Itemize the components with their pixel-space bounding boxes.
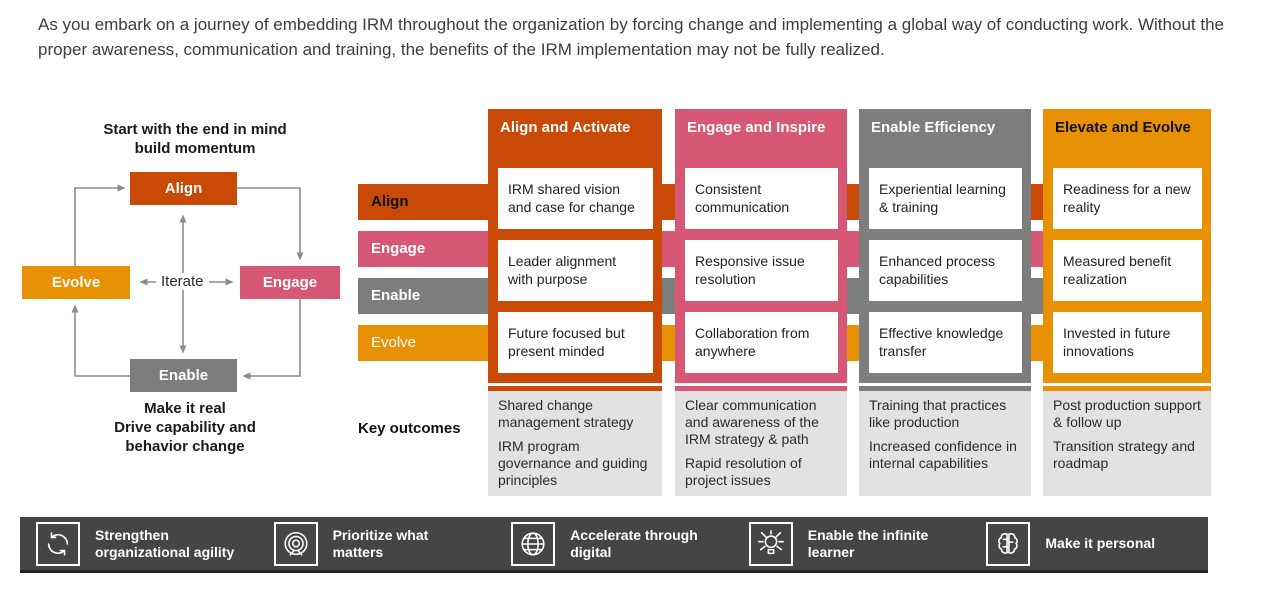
- footer-item-label: Prioritize what matters: [332, 526, 429, 560]
- outcome-item: Increased confidence in internal capabil…: [869, 438, 1017, 471]
- cycle-node-evolve: Evolve: [22, 266, 130, 299]
- key-outcomes-label: Key outcomes: [358, 420, 461, 437]
- cycle-node-enable: Enable: [130, 359, 237, 392]
- key-outcomes-box: Clear communication and awareness of the…: [675, 386, 847, 496]
- cycle-node-align: Align: [130, 172, 237, 205]
- globe-icon: [511, 521, 556, 566]
- column-header: Align and Activate: [500, 119, 631, 136]
- footer-item: Enable the infinite learner: [733, 521, 971, 566]
- column-align-activate: Align and Activate IRM shared vision and…: [488, 109, 662, 383]
- stage-card: Experiential learning & training: [869, 168, 1022, 229]
- column-header: Enable Efficiency: [871, 119, 996, 136]
- brain-icon: [986, 521, 1031, 566]
- outcome-item: Post production support & follow up: [1053, 397, 1201, 430]
- outcome-item: Rapid resolution of project issues: [685, 455, 802, 488]
- outcome-item: Training that practices like production: [869, 397, 1007, 430]
- column-header: Engage and Inspire: [687, 119, 826, 136]
- footer-item-label: Strengthen organizational agility: [95, 526, 235, 560]
- stage-card: Collaboration from anywhere: [685, 312, 838, 373]
- stage-card: Effective knowledge transfer: [869, 312, 1022, 373]
- cycle-bottom-caption: Make it real Drive capability and behavi…: [114, 400, 256, 455]
- row-label-evolve: Evolve: [371, 334, 417, 351]
- row-label-enable: Enable: [371, 287, 421, 304]
- stage-card: Invested in future innovations: [1053, 312, 1202, 373]
- row-label-engage: Engage: [371, 240, 426, 257]
- cycle-node-engage: Engage: [240, 266, 340, 299]
- cycle-top-caption: Start with the end in mind build momentu…: [103, 121, 287, 157]
- footer-item: Prioritize what matters: [258, 521, 496, 566]
- lightbulb-rays-icon: [748, 521, 793, 566]
- outcome-item: Clear communication and awareness of the…: [685, 397, 819, 447]
- key-outcomes-box: Post production support & follow up Tran…: [1043, 386, 1211, 496]
- key-outcomes-box: Training that practices like production …: [859, 386, 1031, 496]
- stage-card: IRM shared vision and case for change: [498, 168, 653, 229]
- row-label-align: Align: [371, 193, 409, 210]
- column-elevate-evolve: Elevate and Evolve Readiness for a new r…: [1043, 109, 1211, 383]
- cycle-iterate-label: Iterate: [156, 273, 209, 290]
- footer-item-label: Accelerate through digital: [570, 526, 698, 560]
- footer-item: Make it personal: [970, 521, 1208, 566]
- footer-item-label: Make it personal: [1045, 535, 1156, 551]
- stage-card: Future focused but present minded: [498, 312, 653, 373]
- column-engage-inspire: Engage and Inspire Consistent communicat…: [675, 109, 847, 383]
- stage-card: Readiness for a new reality: [1053, 168, 1202, 229]
- column-header: Elevate and Evolve: [1055, 119, 1191, 136]
- outcome-item: IRM program governance and guiding princ…: [498, 438, 648, 488]
- bullseye-icon: [273, 521, 318, 566]
- key-outcomes-box: Shared change management strategy IRM pr…: [488, 386, 662, 496]
- intro-text: As you embark on a journey of embedding …: [38, 15, 1224, 59]
- footer-item: Strengthen organizational agility: [20, 521, 258, 566]
- stage-card: Enhanced process capabilities: [869, 240, 1022, 301]
- footer-bar: Strengthen organizational agility Priori…: [20, 517, 1208, 573]
- footer-item: Accelerate through digital: [495, 521, 733, 566]
- cycle-arrows-icon: [36, 521, 80, 566]
- outcome-item: Transition strategy and roadmap: [1053, 438, 1195, 471]
- outcome-item: Shared change management strategy: [498, 397, 634, 430]
- footer-item-label: Enable the infinite learner: [807, 526, 929, 560]
- stage-card: Measured benefit realization: [1053, 240, 1202, 301]
- column-enable-efficiency: Enable Efficiency Experiential learning …: [859, 109, 1031, 383]
- stage-card: Consistent communication: [685, 168, 838, 229]
- stage-card: Leader alignment with purpose: [498, 240, 653, 301]
- stage-card: Responsive issue resolution: [685, 240, 838, 301]
